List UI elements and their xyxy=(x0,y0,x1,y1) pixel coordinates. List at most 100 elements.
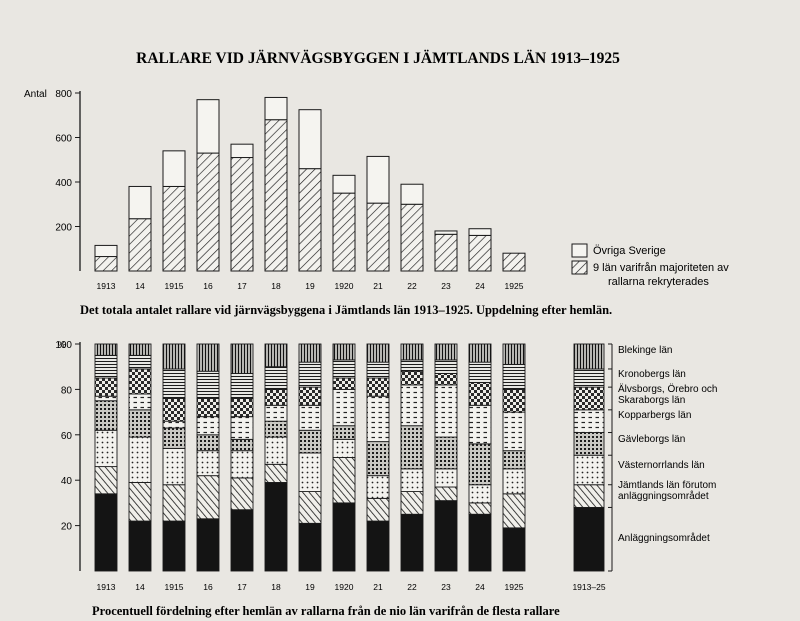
top-x-tick-label: 1913 xyxy=(97,281,116,291)
top-y-tick-label: 800 xyxy=(55,89,72,100)
bottom-segment-dots xyxy=(573,454,605,486)
bottom-x-tick-label: 18 xyxy=(271,582,281,592)
bottom-segment-grid xyxy=(128,409,152,438)
bottom-segment-dashes xyxy=(434,384,458,438)
bottom-chart: % 20 40 60 80 100 1913 14 1915 16 17 18 19 1920 21 22 23… xyxy=(55,340,717,592)
bottom-legend-label: Anläggningsområdet xyxy=(618,532,710,544)
bottom-segment-dashes xyxy=(400,384,424,427)
top-bar-nine-counties xyxy=(162,185,186,272)
top-y-tick-label: 600 xyxy=(55,134,72,145)
bottom-segment-diag xyxy=(434,486,458,502)
bottom-segment-vlines xyxy=(264,343,288,368)
top-bar-rest-of-sweden xyxy=(434,230,458,235)
bottom-x-tick-label: 1913–25 xyxy=(572,582,605,592)
bottom-y-tick-label: 100 xyxy=(55,340,72,351)
bottom-legend-label: Gävleborgs län xyxy=(618,434,685,445)
bottom-segment-checker xyxy=(298,386,322,406)
bottom-segment-hlines xyxy=(468,361,492,384)
bottom-segment-dots xyxy=(366,475,390,499)
top-bar-nine-counties xyxy=(196,152,220,272)
bottom-y-tick-label: 80 xyxy=(61,385,73,396)
bottom-segment-diag xyxy=(128,482,152,522)
top-bar-nine-counties xyxy=(128,218,152,272)
bottom-segment-checker xyxy=(128,368,152,395)
bottom-x-tick-label: 24 xyxy=(475,582,485,592)
bottom-segment-diag xyxy=(468,502,492,515)
bottom-segment-checker xyxy=(468,382,492,406)
bottom-segment-vlines xyxy=(298,343,322,363)
bottom-segment-grid xyxy=(162,427,186,449)
top-x-tick-label: 18 xyxy=(271,281,281,291)
bottom-segment-grid xyxy=(94,400,118,431)
bottom-segment-solid xyxy=(468,513,492,572)
bottom-segment-hlines xyxy=(264,366,288,390)
bottom-segment-dashes xyxy=(264,404,288,422)
bottom-segment-grid xyxy=(298,429,322,454)
bottom-segment-checker xyxy=(573,386,605,411)
top-bar-nine-counties xyxy=(298,168,322,272)
bottom-segment-solid xyxy=(434,500,458,572)
bottom-segment-vlines xyxy=(162,343,186,370)
bottom-segment-dashes xyxy=(128,393,152,411)
bottom-segment-checker xyxy=(434,373,458,386)
bottom-x-tick-label: 14 xyxy=(135,582,145,592)
top-bar-rest-of-sweden xyxy=(298,109,322,170)
bottom-segment-diag xyxy=(196,475,220,520)
top-y-axis-label: Antal xyxy=(24,89,47,100)
top-x-tick-label: 14 xyxy=(135,281,145,291)
top-x-tick-label: 21 xyxy=(373,281,383,291)
top-bar-rest-of-sweden xyxy=(162,150,186,187)
bottom-segment-hlines xyxy=(573,368,605,388)
bottom-segment-checker xyxy=(94,377,118,397)
bottom-segment-solid xyxy=(128,520,152,572)
bottom-legend-label: Västernorrlands län xyxy=(618,460,705,471)
bottom-segment-grid xyxy=(400,425,424,470)
bottom-segment-grid xyxy=(196,434,220,452)
bottom-segment-vlines xyxy=(502,343,526,365)
top-x-tick-label: 16 xyxy=(203,281,213,291)
bottom-segment-dashes xyxy=(573,409,605,433)
top-bar-rest-of-sweden xyxy=(400,183,424,205)
bottom-x-tick-label: 22 xyxy=(407,582,417,592)
top-bar-rest-of-sweden xyxy=(468,228,492,236)
bottom-segment-vlines xyxy=(400,343,424,361)
top-bar-nine-counties xyxy=(94,256,118,272)
bottom-segment-diag xyxy=(230,477,254,511)
top-bar-nine-counties xyxy=(468,234,492,272)
bottom-segment-vlines xyxy=(196,343,220,372)
bottom-segment-dots xyxy=(162,447,186,486)
bottom-segment-checker xyxy=(162,398,186,422)
bottom-segment-hlines xyxy=(434,359,458,374)
bottom-segment-dashes xyxy=(502,411,526,452)
bottom-segment-vlines xyxy=(434,343,458,361)
bottom-segment-hlines xyxy=(298,361,322,388)
top-bar-nine-counties xyxy=(502,252,526,272)
bottom-segment-diag xyxy=(366,497,390,522)
bottom-legend-label: Blekinge län xyxy=(618,345,672,356)
bottom-segment-dots xyxy=(468,484,492,504)
bottom-segment-diag xyxy=(573,484,605,508)
top-x-tick-label: 24 xyxy=(475,281,485,291)
bottom-segment-vlines xyxy=(230,343,254,374)
bottom-segment-dashes xyxy=(230,416,254,440)
bottom-segment-hlines xyxy=(162,368,186,399)
bottom-segment-dashes xyxy=(298,404,322,431)
bottom-segment-diag xyxy=(162,484,186,522)
top-bar-nine-counties xyxy=(366,202,390,272)
bottom-segment-dots xyxy=(434,468,458,488)
bottom-segment-vlines xyxy=(332,343,356,361)
bottom-segment-vlines xyxy=(128,343,152,356)
top-bar-rest-of-sweden xyxy=(264,96,288,121)
bottom-legend-label-line: anläggningsområdet xyxy=(618,490,709,502)
bottom-segment-dots xyxy=(502,468,526,495)
bottom-legend-label-line: Älvsborgs, Örebro och xyxy=(618,383,718,395)
bottom-x-tick-label: 17 xyxy=(237,582,247,592)
bottom-legend-label: Kopparbergs län xyxy=(618,410,691,421)
bottom-legend-label: Kronobergs län xyxy=(618,369,686,380)
bottom-segment-solid xyxy=(264,482,288,572)
bottom-segment-solid xyxy=(366,520,390,572)
top-legend-label: Övriga Sverige xyxy=(593,245,666,257)
top-legend-swatch xyxy=(571,260,588,275)
bottom-segment-dashes xyxy=(94,395,118,402)
